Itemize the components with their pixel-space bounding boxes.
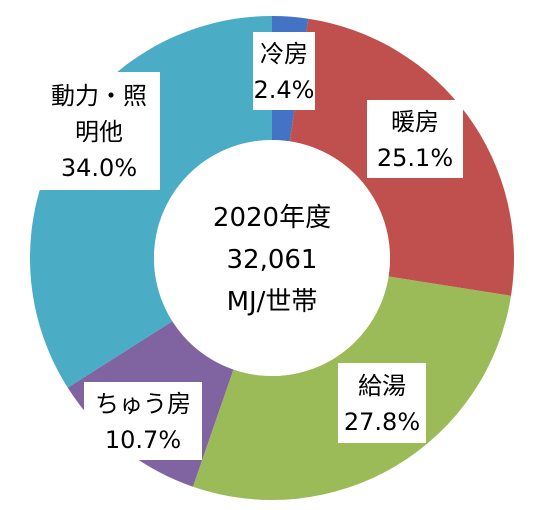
- slice-category-label: 明他: [75, 118, 123, 146]
- slice-label-box: [253, 32, 315, 110]
- slice-category-label: 暖房: [391, 108, 439, 136]
- slice-label-box: [84, 382, 202, 460]
- slice-label-cooling: 冷房 2.4%: [253, 32, 315, 110]
- slice-label-power-lighting-other: 動力・照明他 34.0%: [38, 72, 160, 190]
- slice-label-box: [338, 363, 426, 443]
- slice-label-kitchen: ちゅう房 10.7%: [84, 382, 202, 460]
- slice-category-label: ちゅう房: [95, 390, 191, 418]
- slice-label-box: [38, 72, 160, 190]
- slice-category-label: 冷房: [260, 40, 308, 68]
- center-label-total: 32,061: [227, 245, 318, 275]
- slice-value-label: 34.0%: [61, 154, 137, 182]
- slice-category-label: 給湯: [358, 372, 406, 400]
- slice-value-label: 2.4%: [254, 76, 315, 104]
- slice-label-heating: 暖房 25.1%: [367, 100, 463, 178]
- slice-value-label: 27.8%: [344, 408, 420, 436]
- slice-category-label: 動力・照: [51, 82, 147, 110]
- slice-label-hot-water: 給湯 27.8%: [338, 363, 426, 443]
- slice-value-label: 10.7%: [105, 426, 181, 454]
- slice-label-box: [367, 100, 463, 178]
- slice-labels: 冷房 2.4% 暖房 25.1% 給湯 27.8% ちゅう房 10.7% 動力・照明他 34.0%: [38, 32, 463, 460]
- center-label-year: 2020年度: [213, 203, 331, 233]
- center-label-unit: MJ/世帯: [227, 287, 318, 317]
- slice-value-label: 25.1%: [377, 144, 453, 172]
- donut-center-hole: [154, 140, 390, 376]
